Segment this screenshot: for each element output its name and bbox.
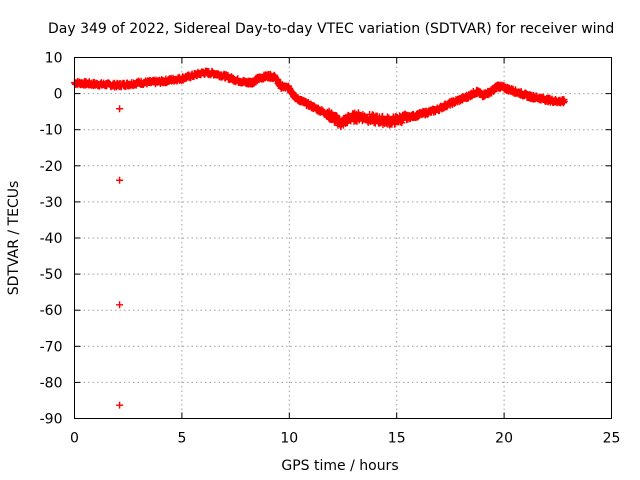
y-tick-label: -80 <box>40 375 63 391</box>
x-axis-label: GPS time / hours <box>281 458 398 474</box>
x-tick-label: 20 <box>495 431 513 447</box>
y-tick-label: -70 <box>40 339 63 355</box>
x-tick-label: 5 <box>177 431 186 447</box>
outlier-point <box>116 176 124 184</box>
chart-title: Day 349 of 2022, Sidereal Day-to-day VTE… <box>48 21 614 37</box>
plot-frame <box>74 57 612 419</box>
data-points <box>71 67 568 409</box>
y-axis-label: SDTVAR / TECUs <box>6 181 22 296</box>
y-tick-label: -60 <box>40 303 63 319</box>
y-tick-label: -30 <box>40 195 63 211</box>
outlier-point <box>116 105 124 113</box>
y-tick-label: -90 <box>40 412 63 428</box>
grid-lines <box>74 57 612 419</box>
x-tick-label: 15 <box>388 431 406 447</box>
y-tick-label: -50 <box>40 267 63 283</box>
outlier-point <box>116 301 124 309</box>
x-tick-label: 0 <box>70 431 79 447</box>
x-tick-label: 10 <box>280 431 298 447</box>
outlier-point <box>116 401 124 409</box>
y-tick-label: -20 <box>40 159 63 175</box>
y-tick-label: -10 <box>40 123 63 139</box>
axis-ticks: 10 0 -10 -20 -30 -40 -50 -60 -70 -80 -90 0 5 10 15 20 25 <box>40 51 621 447</box>
y-tick-label: -40 <box>40 231 63 247</box>
data-point <box>560 98 568 106</box>
y-tick-label: 10 <box>45 51 63 67</box>
x-tick-label: 25 <box>603 431 621 447</box>
y-tick-label: 0 <box>54 87 63 103</box>
